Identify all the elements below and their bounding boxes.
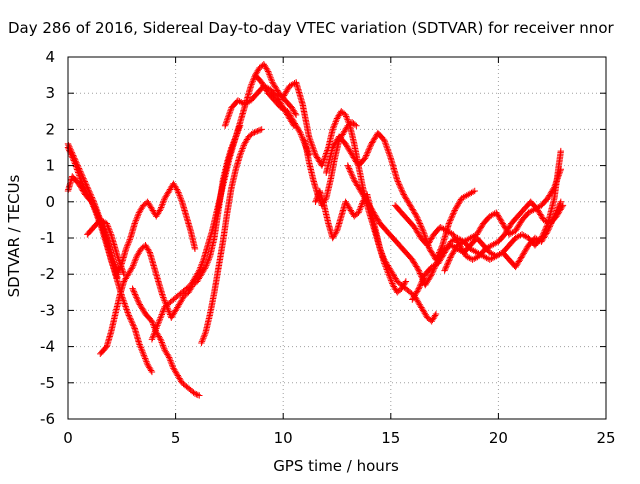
data-point — [284, 108, 291, 115]
data-point — [148, 336, 156, 343]
data-point — [422, 281, 429, 289]
series-17 — [391, 198, 567, 263]
x-tick-label: 20 — [489, 429, 508, 447]
data-point — [344, 162, 351, 169]
data-point — [351, 176, 358, 184]
data-point — [221, 122, 229, 129]
y-tick-label: -5 — [40, 374, 55, 392]
data-point — [415, 267, 422, 274]
series-track — [393, 199, 566, 262]
data-point — [312, 198, 319, 205]
data-point — [84, 184, 91, 191]
data-point — [400, 191, 407, 198]
series-track — [149, 62, 299, 341]
y-tick-label: 2 — [45, 120, 55, 138]
data-point — [499, 220, 506, 227]
data-point — [450, 231, 457, 238]
series-track — [442, 167, 564, 273]
data-point — [467, 234, 474, 242]
data-point — [540, 216, 547, 224]
series-track — [114, 181, 198, 276]
data-points — [64, 61, 567, 399]
x-tick-label: 5 — [171, 429, 181, 447]
data-point — [258, 126, 265, 133]
data-point — [551, 213, 558, 220]
data-point — [415, 285, 422, 292]
data-point — [544, 227, 552, 234]
data-point — [363, 198, 371, 205]
series-track — [98, 124, 243, 356]
data-point — [426, 245, 433, 253]
data-point — [90, 198, 98, 205]
data-point — [465, 191, 472, 198]
y-tick-label: -1 — [40, 229, 55, 247]
data-point — [460, 238, 468, 245]
data-point — [280, 93, 287, 101]
series-track — [409, 200, 564, 302]
data-point — [157, 314, 164, 321]
series-track — [198, 126, 264, 345]
data-point — [312, 151, 319, 158]
data-point — [153, 325, 160, 332]
data-point — [254, 128, 261, 135]
data-point — [557, 198, 565, 205]
y-tick-label: 4 — [45, 48, 55, 66]
ticks: 0 5 10 15 20 25 -6 -5 -4 -3 -2 -1 0 1 2 3 4 — [40, 48, 616, 447]
data-point — [557, 166, 565, 173]
x-tick-label: 25 — [596, 429, 615, 447]
data-point — [471, 187, 478, 195]
data-point — [135, 299, 143, 307]
y-tick-label: 1 — [45, 157, 55, 175]
data-point — [368, 140, 375, 148]
data-point — [77, 169, 85, 177]
series-18 — [409, 198, 565, 303]
x-axis-label: GPS time / hours — [273, 457, 399, 475]
data-point — [140, 350, 147, 358]
data-point — [441, 267, 448, 274]
data-point — [469, 256, 476, 263]
data-point — [125, 310, 132, 318]
y-tick-label: -3 — [40, 301, 55, 319]
data-point — [518, 231, 526, 238]
data-point — [196, 392, 203, 399]
x-tick-label: 10 — [274, 429, 293, 447]
y-axis-label: SDTVAR / TECUs — [5, 174, 23, 297]
chart-title: Day 286 of 2016, Sidereal Day-to-day VTE… — [8, 19, 614, 37]
series-7 — [129, 285, 203, 399]
data-point — [406, 202, 414, 209]
data-point — [518, 252, 526, 260]
data-point — [441, 249, 448, 256]
series-track — [130, 286, 201, 399]
data-point — [512, 227, 519, 234]
y-tick-label: 3 — [45, 84, 55, 102]
data-point — [419, 227, 427, 234]
data-point — [413, 213, 420, 220]
data-point — [114, 271, 121, 278]
y-tick-label: 0 — [45, 193, 55, 211]
data-point — [428, 271, 435, 278]
data-point — [370, 209, 377, 216]
data-point — [297, 129, 304, 137]
data-point — [409, 296, 416, 303]
data-point — [198, 339, 205, 347]
series-6 — [114, 180, 199, 278]
data-point — [129, 285, 136, 292]
data-point — [385, 271, 392, 278]
series-19 — [441, 166, 565, 274]
x-tick-label: 0 — [63, 429, 73, 447]
data-point — [357, 187, 364, 195]
x-tick-label: 15 — [381, 429, 400, 447]
y-tick-label: -6 — [40, 410, 55, 428]
data-point — [71, 155, 78, 162]
y-tick-label: -2 — [40, 265, 55, 283]
series-9 — [198, 126, 265, 347]
y-tick-label: -4 — [40, 338, 55, 356]
